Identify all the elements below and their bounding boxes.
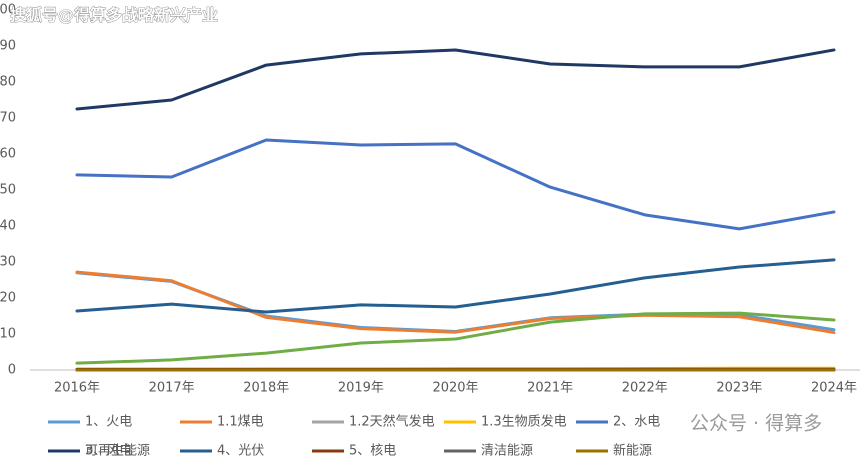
series-line [75,271,836,333]
legend-label: 3、风电 [85,444,132,459]
y-tick-label: 20 [0,291,16,306]
legend-label: 5、核电 [349,444,396,459]
y-tick-label: 10 [0,327,16,342]
legend-label: 4、光伏 [217,444,264,459]
y-tick-label: 90 [0,39,16,54]
series-line [75,270,836,335]
legend-label: 1.3生物质发电 [481,414,567,430]
x-tick-label: 2019年 [338,381,384,396]
y-tick-label: 60 [0,147,16,162]
series-line [75,48,836,111]
series-line [75,138,836,231]
x-tick-label: 2021年 [527,381,573,396]
x-tick-label: 2018年 [243,381,289,396]
legend-label: 1.1煤电 [217,415,264,430]
x-tick-label: 2017年 [149,381,195,396]
x-tick-label: 2020年 [432,381,478,396]
legend-label: 可再生能源 [85,444,150,459]
y-tick-label: 50 [0,183,16,198]
x-tick-label: 2016年 [54,381,100,396]
series-line [75,311,836,365]
y-tick-label: 100 [0,3,16,18]
y-tick-label: 30 [0,255,16,270]
x-tick-label: 2024年 [811,381,857,396]
legend-label: 1、火电 [85,415,132,430]
legend-label: 新能源 [613,443,652,459]
watermark: 搜狐号@得算多战略新兴产业 [10,6,218,25]
x-tick-label: 2022年 [622,381,668,396]
y-tick-label: 0 [8,363,16,378]
y-tick-label: 80 [0,75,16,90]
legend-label: 清洁能源 [481,444,533,459]
x-tick-label: 2023年 [716,381,762,396]
legend-label: 2、水电 [613,415,660,430]
watermark: 公众号 · 得算多 [690,413,822,435]
y-tick-label: 40 [0,219,16,234]
legend-label: 1.2天然气发电 [349,414,435,430]
series-line [75,258,836,314]
y-tick-label: 70 [0,111,16,126]
